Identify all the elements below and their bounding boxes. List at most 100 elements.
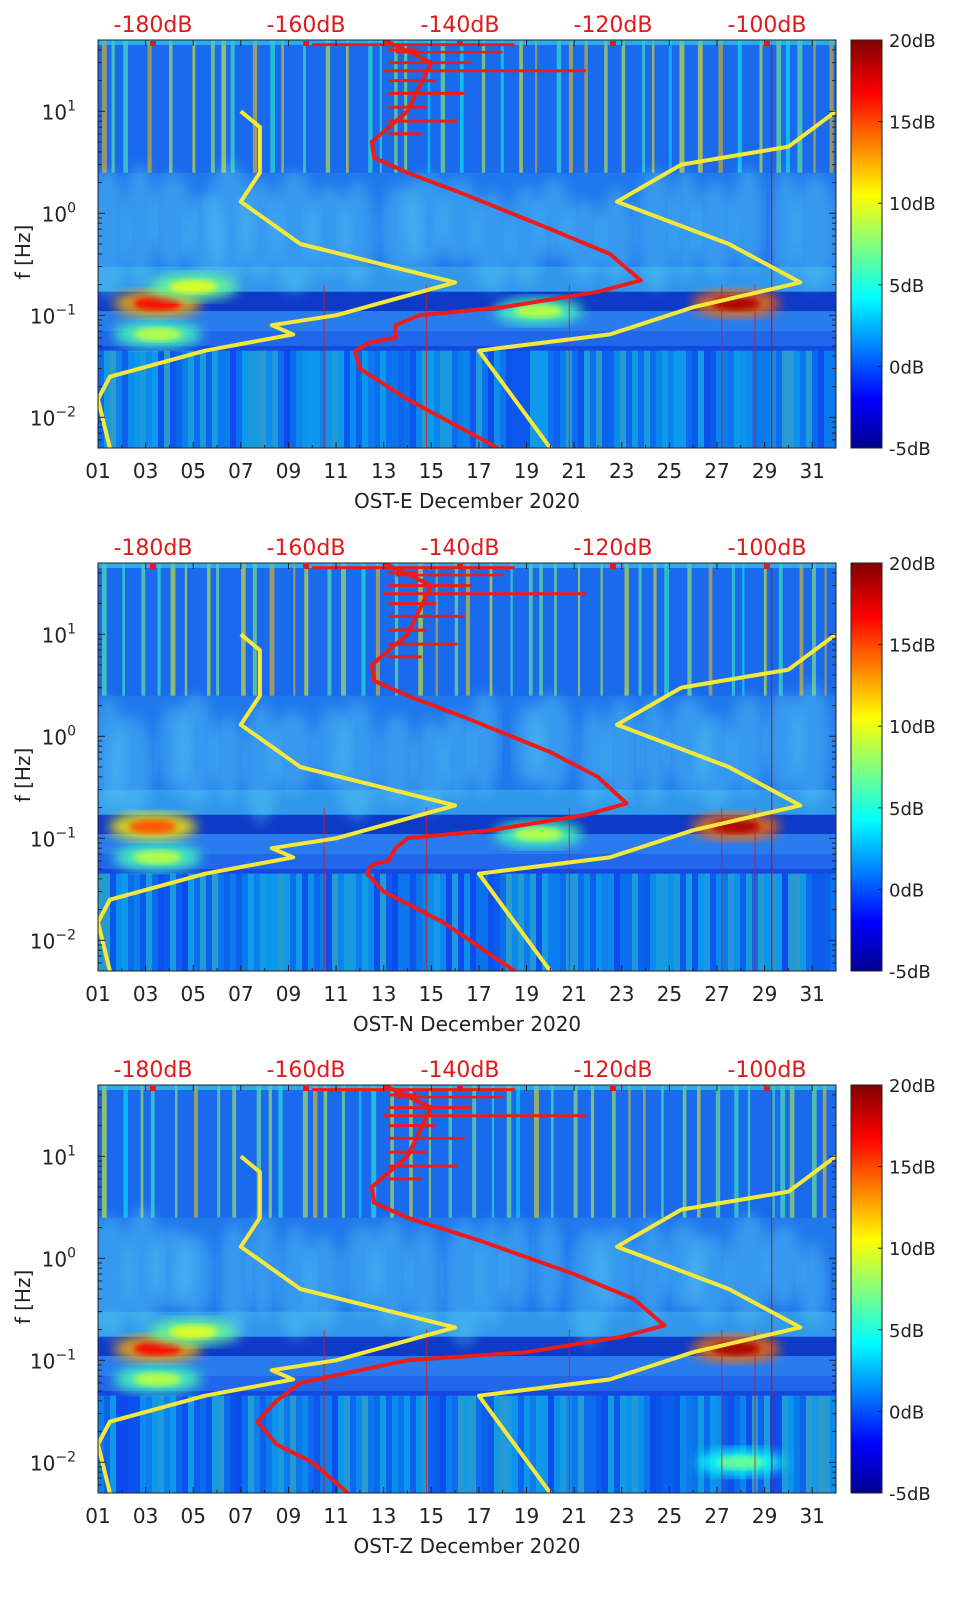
highfreq-stripe: [481, 40, 486, 173]
lowfreq-column: [266, 873, 272, 971]
lowfreq-column: [674, 1395, 680, 1493]
lowfreq-column: [536, 873, 542, 971]
lowfreq-column: [560, 350, 566, 448]
lowfreq-column: [344, 873, 350, 971]
lowfreq-column: [140, 1395, 146, 1493]
noise-blob: [529, 693, 573, 792]
lowfreq-column: [524, 350, 530, 448]
lowfreq-column: [734, 350, 740, 448]
highfreq-stripe: [111, 40, 115, 173]
highfreq-stripe: [519, 40, 523, 173]
lowfreq-column: [110, 873, 116, 971]
x-tick-label: 07: [228, 459, 253, 483]
lowfreq-column: [746, 350, 752, 448]
lowfreq-column: [764, 1395, 770, 1493]
yellow-model-curve-left: [98, 632, 458, 971]
hotspot-core: [133, 1341, 182, 1356]
lowfreq-column: [362, 350, 368, 448]
lowfreq-column: [374, 873, 380, 971]
noise-blob: [471, 190, 513, 291]
noise-blob: [403, 172, 448, 269]
lowfreq-column: [242, 873, 248, 971]
noise-blob: [639, 697, 668, 806]
lowfreq-column: [464, 1395, 470, 1493]
lowfreq-column: [656, 350, 662, 448]
noise-blob: [731, 165, 764, 272]
lowfreq-column: [680, 1395, 686, 1493]
x-tick-label: 15: [419, 982, 444, 1006]
lowfreq-column: [248, 1395, 254, 1493]
lowfreq-column: [170, 873, 176, 971]
lowfreq-column: [320, 873, 326, 971]
highfreq-stripe: [102, 563, 107, 696]
noise-blob: [336, 699, 379, 821]
x-tick-label: 25: [657, 982, 682, 1006]
lowfreq-column: [806, 350, 812, 448]
lowfreq-column: [518, 1395, 524, 1493]
frequency-band: [98, 311, 836, 332]
highfreq-stripe: [140, 1085, 144, 1218]
lowfreq-column: [212, 1395, 218, 1493]
lowfreq-column: [470, 873, 476, 971]
lowfreq-column: [698, 350, 704, 448]
lowfreq-column: [224, 350, 230, 448]
noise-blob: [219, 1221, 250, 1342]
highfreq-stripe: [192, 40, 196, 173]
lowfreq-column: [224, 1395, 230, 1493]
lowfreq-column: [704, 873, 710, 971]
lowfreq-column: [518, 873, 524, 971]
x-tick-label: 21: [561, 982, 586, 1006]
lowfreq-column: [500, 873, 506, 971]
highfreq-stripe: [302, 1085, 308, 1218]
lowfreq-column: [476, 350, 482, 448]
lowfreq-column: [302, 873, 308, 971]
highfreq-stripe: [454, 563, 459, 696]
x-axis-label: OST-Z December 2020: [353, 1534, 580, 1558]
lowfreq-column: [602, 1395, 608, 1493]
lowfreq-column: [116, 873, 122, 971]
lowfreq-column: [188, 350, 194, 448]
lowfreq-column: [230, 350, 236, 448]
lowfreq-column: [722, 873, 728, 971]
colorbar-tick-label: 15dB: [889, 1158, 936, 1179]
highfreq-stripe: [628, 1085, 631, 1218]
lowfreq-column: [758, 350, 764, 448]
plot-area: [98, 1085, 836, 1493]
highfreq-stripe: [459, 40, 464, 173]
lowfreq-column: [710, 350, 716, 448]
top-db-axis-label: -100dB: [728, 536, 807, 561]
x-tick-label: 13: [371, 459, 396, 483]
lowfreq-column: [770, 873, 776, 971]
lowfreq-column: [422, 350, 428, 448]
noise-blob: [98, 169, 128, 300]
colorbar-tick-label: 20dB: [889, 1076, 936, 1097]
lowfreq-column: [380, 350, 386, 448]
lowfreq-column: [380, 1395, 386, 1493]
x-tick-label: 27: [704, 1504, 729, 1528]
highfreq-stripe: [759, 40, 763, 173]
yellow-model-curve-left: [98, 1154, 458, 1493]
highfreq-stripe: [568, 40, 573, 173]
noise-blob: [211, 715, 245, 801]
lowfreq-column: [788, 1395, 794, 1493]
highfreq-stripe: [122, 563, 126, 696]
lowfreq-column: [614, 1395, 620, 1493]
colorbar-tick-label: 5dB: [889, 799, 924, 820]
highfreq-stripe: [661, 1085, 664, 1218]
noise-blob: [304, 1235, 343, 1329]
x-tick-label: 25: [657, 459, 682, 483]
lowfreq-column: [764, 350, 770, 448]
lowfreq-column: [230, 873, 236, 971]
highfreq-stripe: [368, 40, 373, 173]
x-tick-label: 17: [466, 459, 491, 483]
lowfreq-column: [530, 873, 536, 971]
lowfreq-column: [194, 1395, 200, 1493]
noise-blob: [438, 712, 476, 797]
x-tick-label: 25: [657, 1504, 682, 1528]
lowfreq-column: [314, 350, 320, 448]
x-tick-label: 19: [514, 982, 539, 1006]
lowfreq-column: [290, 873, 296, 971]
lowfreq-column: [554, 1395, 560, 1493]
highfreq-stripe: [169, 40, 173, 173]
lowfreq-column: [560, 873, 566, 971]
